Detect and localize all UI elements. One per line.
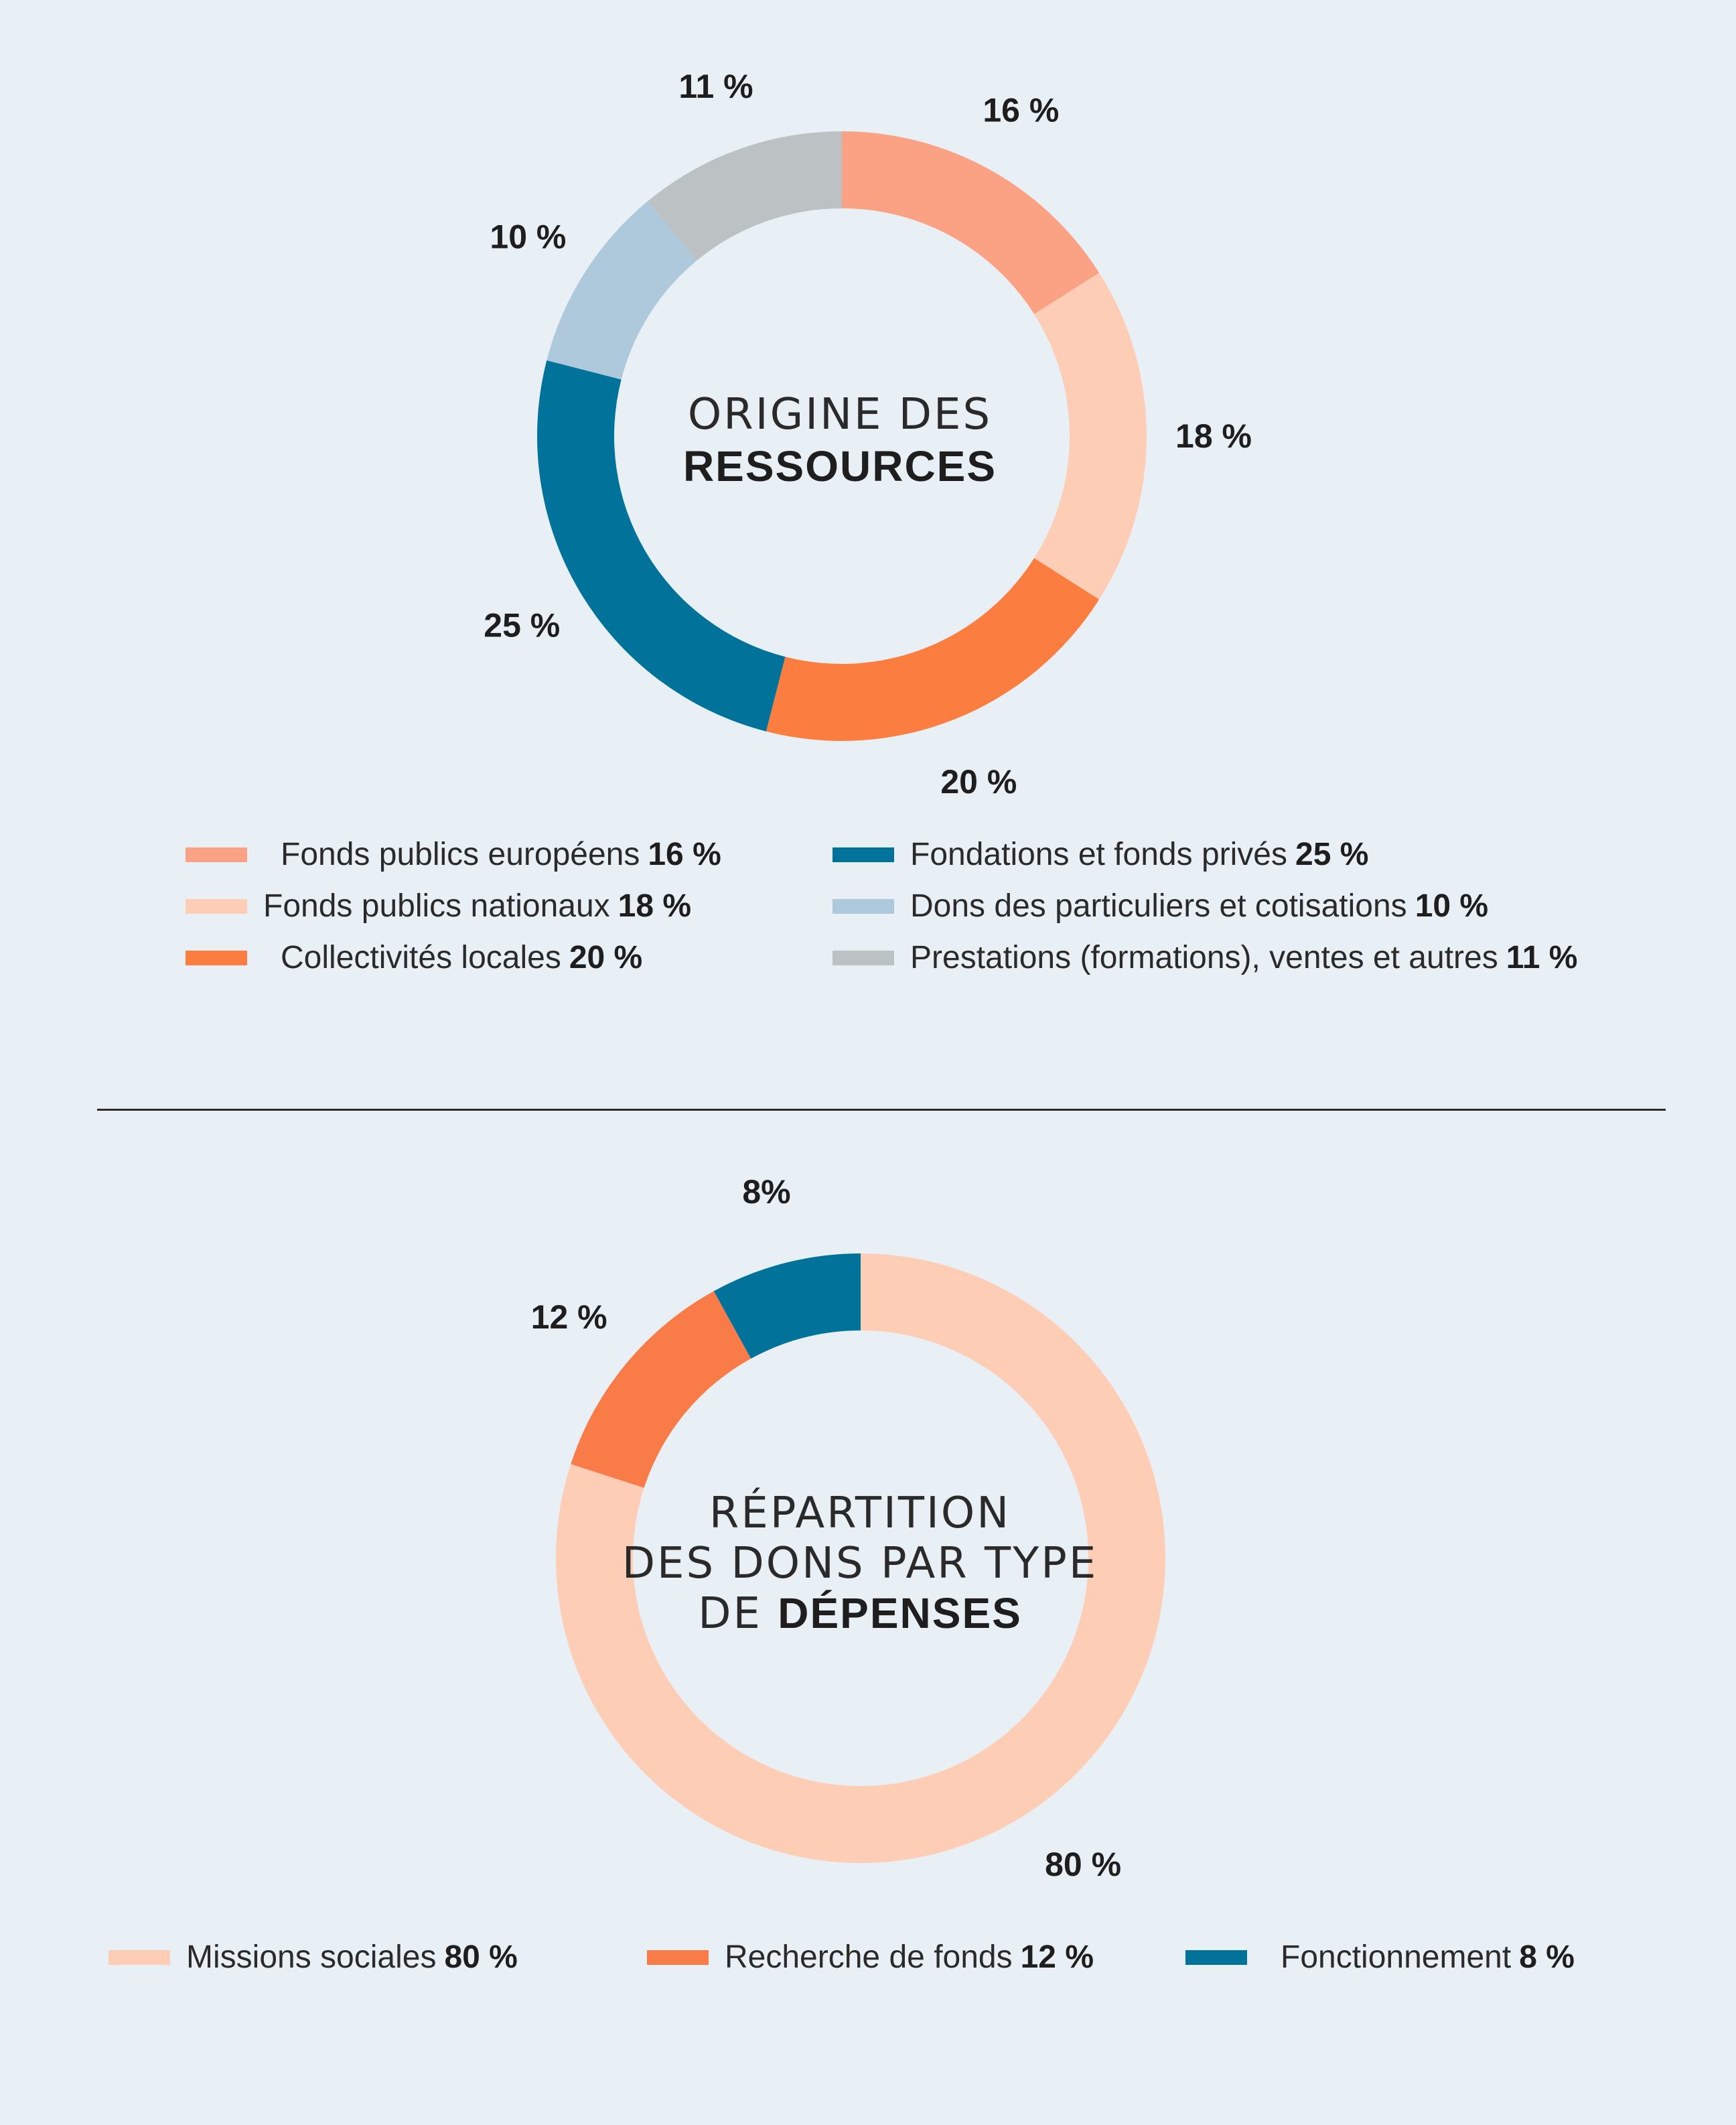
legend-label: Fonds publics nationaux [263, 888, 610, 924]
donations-title-line2: DES DONS PAR TYPE [622, 1539, 1098, 1588]
resources-slice-0 [842, 131, 1100, 314]
legend-swatch [186, 950, 247, 965]
legend-label: Recherche de fonds [725, 1939, 1013, 1975]
legend-swatch [108, 1949, 170, 1965]
legend-label: Missions sociales [186, 1939, 437, 1975]
donations-title-line3: DE DÉPENSES [698, 1589, 1022, 1639]
donations-slice-1 [571, 1291, 751, 1488]
legend-item-prestations: Prestations (formations), ventes et autr… [833, 939, 1577, 976]
legend-value: 25 % [1295, 837, 1369, 872]
legend-value: 18 % [618, 888, 692, 924]
legend-value: 12 % [1020, 1939, 1094, 1975]
donations-slice-label-0: 80 % [1045, 1846, 1121, 1883]
legend-swatch [1185, 1949, 1247, 1965]
legend-item-fonds-nationaux: Fonds publics nationaux 18 % [186, 888, 691, 924]
legend-label: Fonctionnement [1281, 1939, 1512, 1975]
legend-swatch [647, 1949, 709, 1965]
resources-slice-label-3: 25 % [484, 607, 560, 644]
legend-value: 10 % [1415, 888, 1489, 924]
resources-slice-label-2: 20 % [940, 763, 1017, 801]
legend-item-missions: Missions sociales 80 % [108, 1939, 518, 1976]
legend-label: Fondations et fonds privés [910, 837, 1287, 872]
legend-swatch [833, 950, 894, 965]
legend-item-recherche: Recherche de fonds 12 % [647, 1939, 1094, 1976]
legend-item-fonctionnement: Fonctionnement 8 % [1185, 1939, 1575, 1976]
resources-slice-2 [766, 558, 1100, 741]
donations-title-line1: RÉPARTITION [709, 1487, 1011, 1538]
resources-slice-5 [647, 131, 842, 261]
resources-slice-label-1: 18 % [1175, 417, 1252, 455]
resources-slice-1 [1034, 273, 1147, 600]
legend-value: 80 % [444, 1939, 518, 1975]
resources-slice-4 [547, 201, 697, 380]
legend-item-fonds-europeens: Fonds publics européens 16 % [186, 836, 721, 873]
resources-title-bold: RESSOURCES [683, 442, 997, 490]
resources-slice-label-0: 16 % [983, 92, 1059, 129]
legend-item-dons: Dons des particuliers et cotisations 10 % [833, 888, 1488, 924]
legend-swatch [833, 898, 894, 914]
legend-item-fondations: Fondations et fonds privés 25 % [833, 836, 1368, 873]
legend-swatch [186, 847, 247, 862]
resources-title-light: ORIGINE DES [688, 390, 992, 439]
donations-slice-label-1: 12 % [531, 1298, 607, 1336]
legend-label: Dons des particuliers et cotisations [910, 888, 1407, 924]
legend-value: 16 % [648, 837, 721, 872]
legend-value: 20 % [569, 940, 643, 975]
legend-swatch [833, 847, 894, 862]
donations-slice-label-2: 8% [742, 1173, 790, 1211]
resources-donut-chart: 16 % 18 % 20 % 25 % 10 % 11 % ORIGINE DES RES… [484, 68, 1252, 801]
donations-slice-2 [713, 1253, 861, 1359]
legend-label: Fonds publics européens [281, 837, 640, 872]
resources-slice-3 [536, 360, 786, 732]
legend-swatch [186, 898, 247, 914]
donations-title-light: DE [698, 1589, 778, 1639]
legend-value: 11 % [1506, 940, 1578, 975]
legend-value: 8 % [1519, 1939, 1575, 1975]
legend-label: Prestations (formations), ventes et autr… [910, 940, 1498, 975]
section-divider [97, 1109, 1666, 1111]
legend-item-collectivites: Collectivités locales 20 % [186, 939, 642, 976]
donations-title-bold: DÉPENSES [778, 1589, 1022, 1637]
resources-slice-label-4: 10 % [490, 218, 566, 256]
legend-label: Collectivités locales [281, 940, 561, 975]
resources-slice-label-5: 11 % [678, 68, 753, 105]
